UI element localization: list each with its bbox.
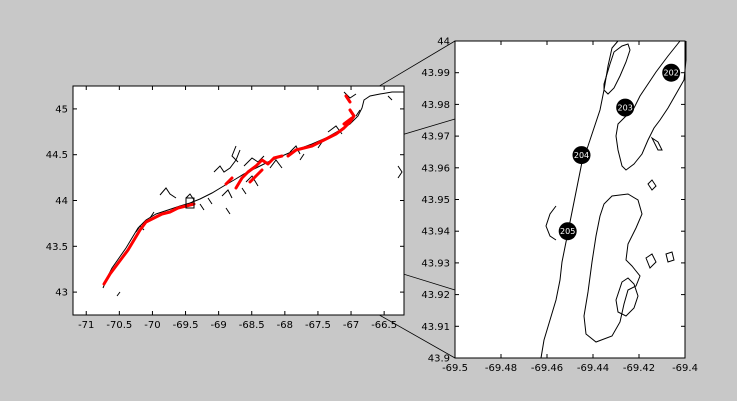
- station-label: 203: [618, 104, 633, 113]
- inset-y-tick-label: 43.95: [421, 195, 450, 206]
- zoom-box: [185, 197, 195, 209]
- sample-cluster-east: [286, 108, 356, 158]
- coastline-main: [102, 91, 404, 289]
- overview-y-tick-label: 45: [55, 104, 68, 115]
- overview-coastline: [102, 91, 404, 297]
- overview-map: -71 -70.5 -70 -69.5 -69 -68.5 -68 -67.5 -67 -66.5…: [46, 85, 405, 331]
- sample-cluster-midcoast: [224, 154, 284, 190]
- inset-y-tick-label: 43.96: [421, 163, 450, 174]
- inset-x-tick-label: -69.42: [623, 363, 655, 374]
- overview-y-tick-label: 44: [55, 196, 68, 207]
- station-label: 205: [560, 227, 575, 236]
- overview-x-tick-label: -69: [210, 320, 226, 331]
- overview-y-ticks: 43 43.5 44 44.5 45: [46, 104, 404, 299]
- inset-y-tick-label: 43.93: [421, 258, 450, 269]
- inset-coast-small-islands: [645, 136, 675, 269]
- inset-y-tick-label: 43.92: [421, 290, 450, 301]
- inset-y-tick-label: 43.98: [421, 100, 450, 111]
- inset-x-tick-label: -69.4: [672, 363, 698, 374]
- station-marker-dot: [572, 146, 591, 165]
- overview-x-tick-label: -68: [277, 320, 293, 331]
- overview-x-tick-label: -68.5: [239, 320, 265, 331]
- inset-coast-east-islet: [615, 277, 639, 317]
- inset-y-ticks: 43.9 43.91 43.92 43.93 43.94 43.95 43.96 43.97 4…: [421, 37, 685, 365]
- station-marker-dot: [662, 63, 681, 82]
- station-marker[interactable]: 204: [572, 146, 591, 165]
- coastline-islands-2: [116, 109, 361, 297]
- inset-y-tick-label: 43.91: [421, 322, 450, 333]
- overview-x-tick-label: -70: [144, 320, 160, 331]
- inset-coast-western-cove: [545, 205, 557, 241]
- inset-coast-narrow-island: [603, 43, 631, 95]
- inset-x-tick-label: -69.46: [531, 363, 563, 374]
- inset-y-tick-label: 43.99: [421, 68, 450, 79]
- overview-x-tick-label: -69.5: [173, 320, 199, 331]
- inset-coastline: [540, 40, 687, 359]
- overview-y-tick-label: 43: [55, 288, 68, 299]
- overview-samples: [102, 94, 356, 286]
- inset-coast-west-shore: [540, 40, 619, 359]
- overview-x-ticks: -71 -70.5 -70 -69.5 -69 -68.5 -68 -67.5 -67 -66.5: [78, 86, 397, 331]
- station-marker-dot: [616, 98, 635, 117]
- inset-y-tick-label: 43.97: [421, 132, 450, 143]
- inset-station-markers: 202 203 204 205: [558, 63, 681, 241]
- station-marker[interactable]: 202: [662, 63, 681, 82]
- inset-y-tick-label: 43.9: [428, 354, 450, 365]
- sample-cluster-southwest: [102, 202, 196, 286]
- overview-y-tick-label: 44.5: [46, 150, 68, 161]
- station-label: 202: [664, 69, 679, 78]
- sample-cluster-north: [344, 94, 352, 104]
- station-marker-dot: [558, 222, 577, 241]
- inset-map-background: [454, 40, 686, 359]
- inset-x-tick-label: -69.44: [577, 363, 609, 374]
- coastline-islands-1: [159, 91, 403, 199]
- inset-x-tick-label: -69.5: [442, 363, 468, 374]
- inset-y-tick-label: 44: [437, 37, 450, 48]
- station-marker[interactable]: 203: [616, 98, 635, 117]
- overview-x-tick-label: -66.5: [371, 320, 397, 331]
- inset-coast-northeast-peninsula: [615, 40, 687, 171]
- station-label: 204: [574, 151, 589, 160]
- overview-y-tick-label: 43.5: [46, 242, 68, 253]
- overview-x-tick-label: -67.5: [305, 320, 331, 331]
- inset-x-ticks: -69.5 -69.48 -69.46 -69.44 -69.42 -69.4: [442, 41, 698, 374]
- inset-coast-east-island: [583, 193, 643, 343]
- overview-x-tick-label: -70.5: [106, 320, 132, 331]
- overview-x-tick-label: -71: [78, 320, 94, 331]
- inset-x-tick-label: -69.48: [485, 363, 517, 374]
- station-marker[interactable]: 205: [558, 222, 577, 241]
- overview-x-tick-label: -67: [343, 320, 359, 331]
- inset-y-tick-label: 43.94: [421, 227, 450, 238]
